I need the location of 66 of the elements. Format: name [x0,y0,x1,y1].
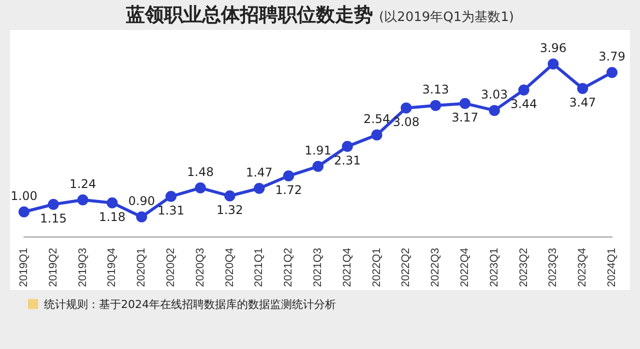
point [283,170,294,182]
data-label: 1.00 [10,189,38,203]
x-tick-label: 2020Q4 [224,248,236,288]
point [371,129,382,140]
text: 统计规则：基于2024年在线招聘数据库的数据监测统计分析 [44,298,336,311]
data-label: 1.24 [69,177,96,192]
data-label: 3.79 [598,50,626,64]
x-tick-label: 2021Q2 [282,248,295,288]
x-tick-label: 2021Q4 [341,248,354,288]
point [518,84,530,96]
data-label: 3.47 [569,96,596,110]
point [548,58,559,70]
point [254,182,265,194]
point [194,182,206,194]
point [48,198,59,210]
data-label: 3.13 [422,82,449,97]
x-tick-label: 2019Q3 [76,248,89,288]
data-label: 2.54 [363,112,390,126]
data-label: 0.90 [128,194,155,208]
data-label: 3.03 [481,88,508,102]
data-label: 1.15 [40,212,67,226]
point [342,140,353,152]
data-label: 3.44 [510,97,538,112]
data-label: 3.17 [452,110,478,125]
x-tick-label: 2019Q2 [47,248,60,288]
point [400,102,412,114]
data-label: 1.18 [98,210,126,224]
x-tick-label: 2023Q3 [547,248,560,288]
point [488,104,500,116]
x-tick-label: 2022Q2 [400,248,412,288]
x-tick-label: 2022Q4 [459,248,472,288]
point [460,98,470,109]
x-tick-label: 2022Q1 [370,248,383,288]
x-tick-label: 2021Q1 [253,248,266,288]
x-tick-label: 2024Q1 [606,248,618,288]
point [166,190,176,202]
x-tick-label: 2021Q3 [312,248,324,288]
data-label: 2.31 [334,154,361,168]
data-label: 1.47 [246,166,273,180]
data-label: 3.96 [540,41,567,56]
point [577,82,588,94]
data-label: 1.31 [158,204,184,218]
x-tick-label: 2023Q1 [488,248,500,288]
x-tick-label: 2019Q4 [106,248,118,288]
data-label: 1.91 [304,144,332,158]
chart-title: 蓝领职业总体招聘职位数走势 [126,4,373,26]
x-tick-label: 2023Q2 [518,248,530,288]
point [18,206,30,218]
x-tick-label: 2023Q4 [576,248,589,288]
point [136,211,148,222]
x-tick-label: 2019Q1 [18,248,30,288]
data-label: 1.72 [275,183,302,198]
data-label: 1.48 [187,165,214,180]
x-tick-label: 2020Q2 [165,248,178,288]
point [224,190,236,202]
point [106,197,118,208]
point [606,66,618,78]
data-label: 1.32 [216,203,244,218]
x-tick-label: 2022Q3 [430,248,442,288]
point [77,194,88,206]
data-label: 3.08 [392,115,420,130]
chart-subtitle: (以2019年Q1为基数1) [378,10,514,25]
x-tick-label: 2020Q3 [194,248,206,288]
point [430,100,442,111]
point [312,160,324,172]
x-tick-label: 2020Q1 [136,248,148,288]
